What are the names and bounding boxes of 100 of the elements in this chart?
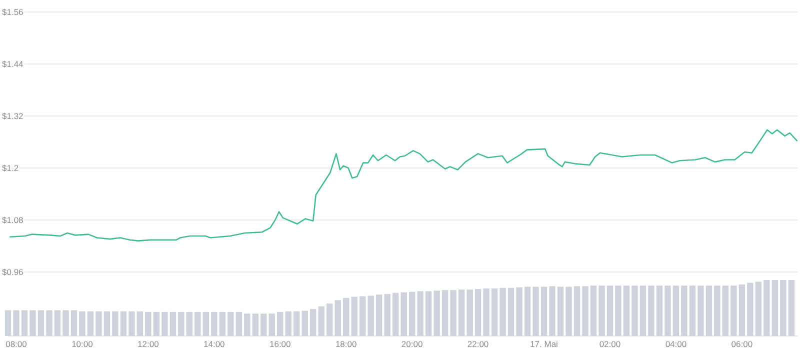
bar	[755, 282, 762, 336]
bar	[211, 312, 218, 336]
bar	[170, 312, 176, 336]
bar	[590, 286, 597, 336]
bar	[128, 311, 135, 336]
bar	[202, 312, 210, 336]
bar	[104, 311, 110, 336]
x-tick-label: 02:00	[599, 339, 621, 349]
bar	[434, 290, 440, 336]
x-tick-label: 22:00	[467, 339, 489, 349]
bar	[326, 304, 333, 336]
bar	[408, 292, 416, 336]
bar	[623, 286, 630, 336]
bar	[738, 284, 746, 336]
bar	[730, 286, 737, 336]
y-tick-label: $1.56	[2, 7, 24, 17]
bar	[294, 311, 300, 336]
bar	[13, 310, 20, 336]
bar	[698, 286, 704, 336]
bar	[194, 312, 201, 336]
x-tick-label: 06:00	[731, 339, 753, 349]
bar	[508, 288, 514, 336]
y-tick-label: $1.32	[2, 111, 24, 121]
bar	[656, 286, 663, 336]
bar	[252, 314, 258, 336]
bar	[302, 310, 308, 336]
bar	[178, 312, 184, 336]
bar	[640, 286, 646, 336]
bar	[417, 291, 424, 336]
bar	[46, 310, 52, 336]
bar	[30, 310, 36, 336]
bar	[524, 286, 531, 336]
bar	[706, 286, 712, 336]
x-tick-label: 12:00	[138, 339, 160, 349]
bar	[582, 286, 588, 336]
x-tick-label: 04:00	[665, 339, 687, 349]
bar	[376, 294, 382, 336]
bar	[334, 300, 341, 336]
bar	[615, 286, 622, 336]
x-tick-label: 14:00	[204, 339, 226, 349]
bar	[425, 291, 432, 336]
bar	[772, 280, 778, 336]
bar	[532, 286, 539, 336]
bar	[788, 280, 794, 336]
bar	[145, 312, 152, 336]
bar	[632, 286, 638, 336]
bar	[343, 298, 350, 336]
bar	[442, 290, 448, 336]
bar	[310, 309, 316, 336]
x-tick-label: 10:00	[72, 339, 94, 349]
bar	[681, 286, 688, 336]
bar	[384, 294, 390, 336]
y-tick-label: $1.08	[2, 215, 24, 225]
bar	[598, 286, 605, 336]
bar	[516, 287, 522, 336]
bar	[392, 292, 399, 336]
bar	[491, 288, 498, 336]
bar	[574, 286, 580, 336]
bar	[87, 311, 94, 336]
bar	[400, 292, 407, 336]
bar	[236, 312, 242, 336]
bar	[79, 311, 86, 336]
bar	[219, 312, 226, 336]
bar	[244, 314, 250, 336]
bar	[450, 290, 456, 336]
bar	[474, 288, 482, 336]
x-tick-label: 16:00	[269, 339, 292, 349]
bar	[648, 286, 654, 336]
bar	[780, 280, 786, 336]
bar	[747, 282, 754, 336]
bar	[162, 312, 168, 336]
bar	[228, 312, 234, 336]
bar	[54, 310, 61, 336]
bar	[268, 314, 275, 336]
bar	[566, 286, 572, 336]
bar	[606, 286, 614, 336]
bar	[153, 312, 160, 336]
bar	[664, 286, 671, 336]
bar	[62, 310, 69, 336]
bar	[70, 310, 78, 336]
bar	[549, 286, 556, 336]
x-tick-label: 17. Mai	[530, 339, 558, 349]
bar	[285, 311, 292, 336]
bar	[500, 288, 506, 336]
bar	[368, 296, 374, 336]
bar	[260, 314, 267, 336]
bar	[318, 306, 324, 336]
bar	[21, 310, 28, 336]
bar	[136, 311, 144, 336]
bar	[557, 286, 564, 336]
bar	[714, 286, 720, 336]
bar	[458, 290, 465, 336]
bar	[351, 296, 358, 336]
x-tick-label: 08:00	[6, 339, 28, 349]
bar	[120, 311, 127, 336]
bar	[483, 288, 490, 336]
bar	[764, 280, 770, 336]
x-tick-label: 18:00	[335, 339, 358, 349]
bar	[672, 286, 680, 336]
bar	[360, 296, 366, 336]
